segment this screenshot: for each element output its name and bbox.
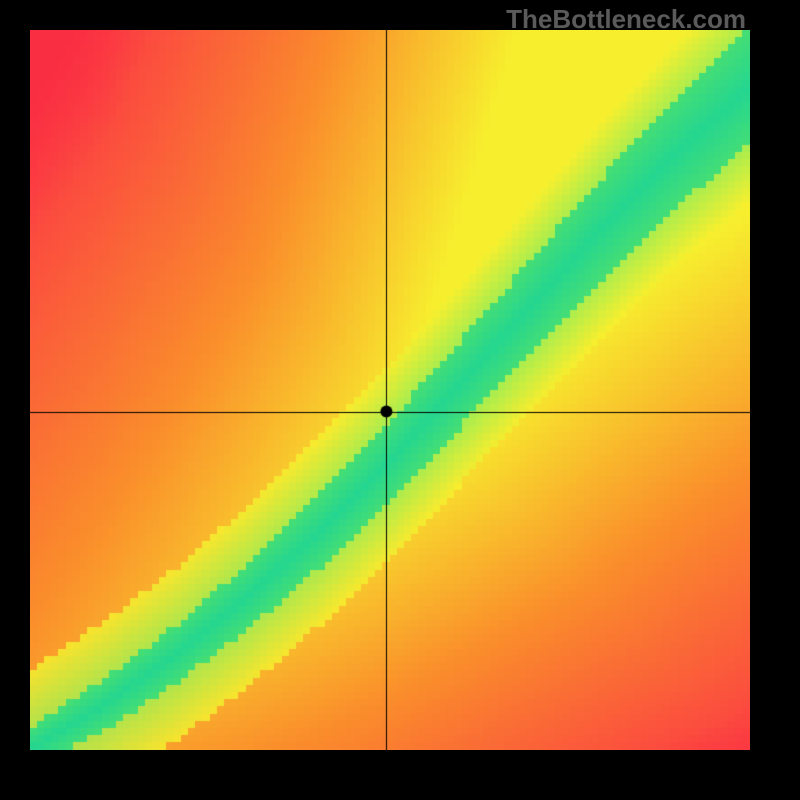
heatmap-plot xyxy=(30,30,750,750)
watermark-text: TheBottleneck.com xyxy=(506,4,746,35)
heatmap-canvas xyxy=(30,30,750,750)
